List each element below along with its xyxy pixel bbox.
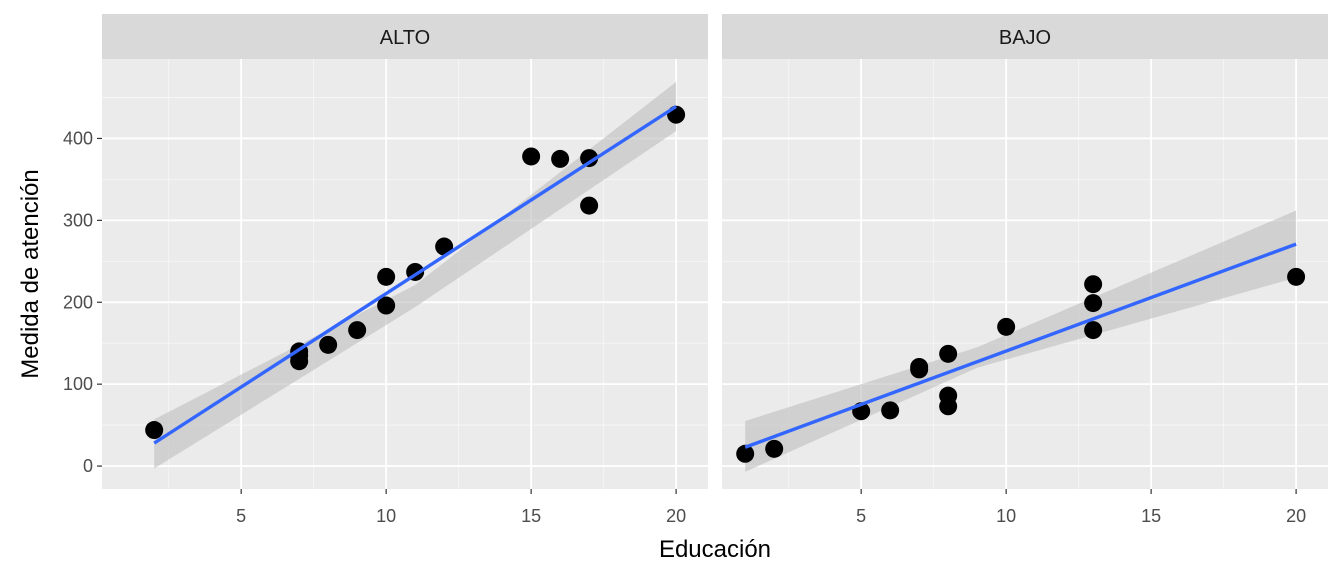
facet-panel-alto: ALTO 5 10 15 20 xyxy=(102,14,708,526)
x-tick-label: 20 xyxy=(1286,506,1306,526)
data-point xyxy=(910,360,929,379)
data-point xyxy=(881,401,900,420)
data-point xyxy=(939,344,958,363)
y-tick-label: 100 xyxy=(63,374,93,394)
x-tick-label: 15 xyxy=(1141,506,1161,526)
data-point xyxy=(765,439,784,458)
data-point xyxy=(551,149,570,168)
data-point xyxy=(997,317,1016,336)
x-axis-title: Educación xyxy=(659,536,771,563)
data-point xyxy=(522,147,541,166)
data-point xyxy=(290,352,309,371)
y-tick-label: 0 xyxy=(83,456,93,476)
facet-strip xyxy=(722,14,1328,59)
facet-strip xyxy=(102,14,708,59)
y-tick-label: 200 xyxy=(63,292,93,312)
data-point xyxy=(1084,275,1103,294)
data-point xyxy=(580,149,599,168)
data-point xyxy=(319,335,338,354)
data-point xyxy=(580,196,599,215)
confidence-band xyxy=(154,81,677,469)
y-axis-title: Medida de atención xyxy=(17,169,44,378)
facet-panel-bajo: BAJO 5 10 15 20 xyxy=(722,14,1328,526)
regression-line xyxy=(153,105,678,445)
x-tick-label: 10 xyxy=(996,506,1016,526)
y-tick-label: 400 xyxy=(63,128,93,148)
y-axis: 0 100 200 300 400 xyxy=(63,128,102,476)
facet-strip-label: BAJO xyxy=(999,27,1051,49)
panels-layer: ALTO 5 10 15 20 BAJO 5 10 15 20 xyxy=(102,14,1328,526)
x-tick-label: 15 xyxy=(521,506,541,526)
data-point xyxy=(377,267,396,286)
data-point xyxy=(736,444,755,463)
data-point xyxy=(145,421,164,440)
data-point xyxy=(1287,267,1306,286)
data-point xyxy=(1084,294,1103,313)
x-tick-label: 5 xyxy=(856,506,866,526)
x-tick-label: 5 xyxy=(236,506,246,526)
data-point xyxy=(377,296,396,315)
data-point xyxy=(939,397,958,416)
data-point xyxy=(1084,321,1103,340)
x-tick-label: 10 xyxy=(376,506,396,526)
facet-strip-label: ALTO xyxy=(380,27,430,49)
y-tick-label: 300 xyxy=(63,210,93,230)
data-point xyxy=(435,237,454,256)
data-point xyxy=(348,321,367,340)
x-tick-label: 20 xyxy=(666,506,686,526)
regression-line xyxy=(744,242,1297,449)
